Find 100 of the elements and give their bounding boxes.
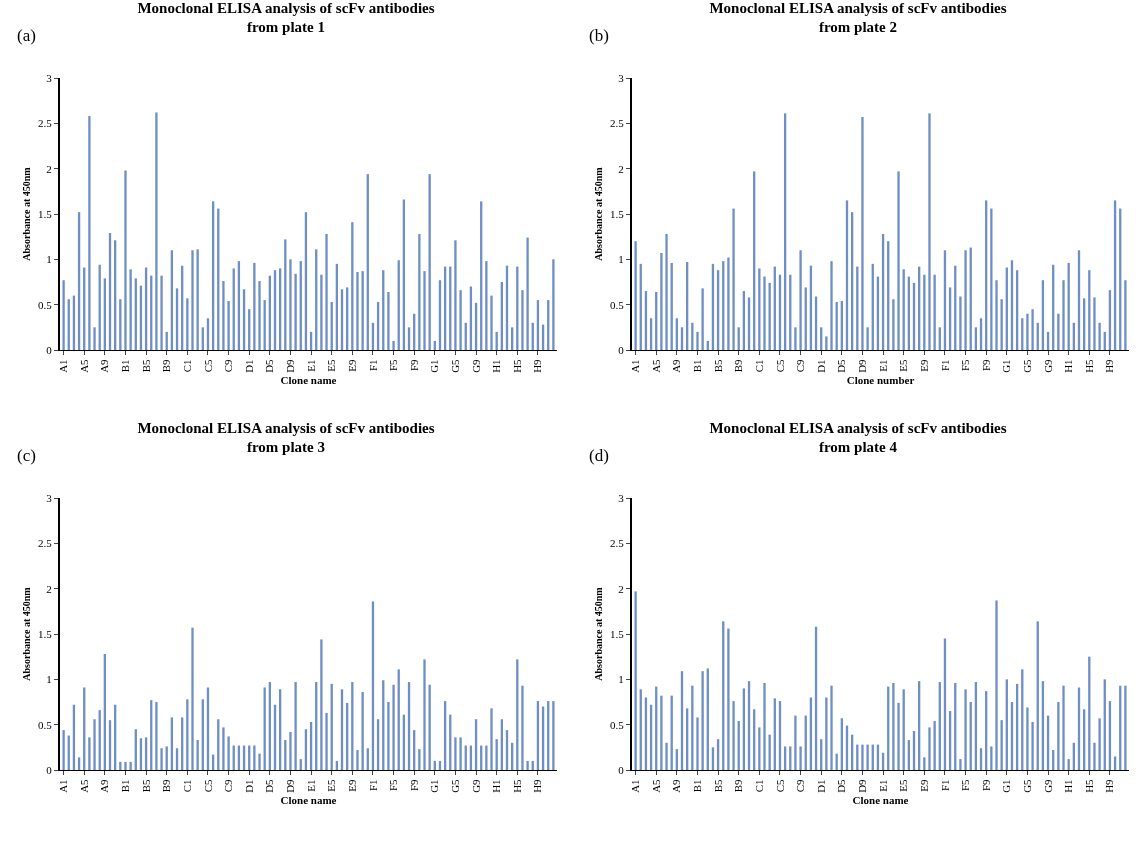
x-tick-label: A9 bbox=[670, 358, 683, 373]
bar bbox=[459, 737, 462, 770]
bar bbox=[696, 717, 699, 770]
bar bbox=[356, 750, 359, 770]
x-tick-label: B9 bbox=[160, 358, 173, 373]
x-tick-label: D9 bbox=[284, 358, 297, 373]
x-tick-label: F5 bbox=[959, 778, 972, 792]
y-tick-label: 1 bbox=[618, 253, 624, 266]
y-axis-title: Absorbance at 450nm bbox=[20, 166, 32, 261]
x-tick-label: C1 bbox=[752, 779, 765, 793]
x-tick-label: B1 bbox=[119, 359, 132, 373]
y-tick-label: 0.5 bbox=[610, 718, 625, 731]
x-tick-label: G5 bbox=[449, 778, 462, 793]
bar bbox=[227, 736, 230, 770]
bar bbox=[552, 701, 555, 770]
x-tick-label: D5 bbox=[835, 778, 848, 793]
x-tick-label: G5 bbox=[1021, 358, 1034, 373]
bar bbox=[361, 692, 364, 770]
x-tick-label: E9 bbox=[345, 778, 358, 792]
bar bbox=[897, 171, 900, 350]
bar bbox=[325, 712, 328, 770]
bar bbox=[866, 744, 869, 770]
x-tick-label: E5 bbox=[897, 358, 910, 372]
x-tick-label: B1 bbox=[691, 359, 704, 373]
bar bbox=[1031, 309, 1034, 350]
x-tick-label: B5 bbox=[139, 778, 152, 793]
x-tick-label: E1 bbox=[304, 779, 317, 792]
bar bbox=[825, 336, 828, 350]
bar bbox=[959, 759, 962, 770]
bar bbox=[454, 737, 457, 770]
bar bbox=[392, 340, 395, 350]
x-tick-label: C1 bbox=[752, 359, 765, 373]
bar bbox=[1057, 313, 1060, 350]
bar bbox=[191, 627, 194, 770]
y-tick-label: 1.5 bbox=[610, 207, 625, 220]
x-tick-label: G5 bbox=[1021, 778, 1034, 793]
bar bbox=[490, 295, 493, 350]
bar bbox=[88, 737, 91, 770]
x-tick-label: F5 bbox=[387, 358, 400, 372]
x-tick-label: E9 bbox=[917, 778, 930, 792]
x-tick-label: H9 bbox=[1103, 358, 1116, 373]
x-tick-label: D9 bbox=[284, 778, 297, 793]
y-axis-title: Absorbance at 450nm bbox=[592, 166, 604, 261]
bar bbox=[222, 281, 225, 350]
bar bbox=[129, 269, 132, 350]
bar bbox=[521, 290, 524, 350]
x-tick-label: A5 bbox=[77, 358, 90, 373]
x-tick-label: C9 bbox=[222, 358, 235, 373]
bar bbox=[794, 327, 797, 350]
bar bbox=[459, 290, 462, 350]
bar bbox=[124, 170, 127, 350]
bar bbox=[1062, 685, 1065, 770]
bar bbox=[62, 730, 65, 770]
bar bbox=[634, 241, 637, 350]
bar bbox=[830, 685, 833, 770]
bar bbox=[526, 760, 529, 770]
bar bbox=[990, 746, 993, 770]
bar bbox=[1062, 280, 1065, 350]
bar bbox=[191, 250, 194, 350]
x-tick-label: B5 bbox=[139, 358, 152, 373]
bar bbox=[861, 116, 864, 350]
x-tick-label: C9 bbox=[222, 778, 235, 793]
x-tick-label: F5 bbox=[959, 358, 972, 372]
y-tick-label: 3 bbox=[618, 491, 625, 504]
y-tick-label: 2.5 bbox=[610, 537, 625, 550]
bar bbox=[526, 237, 529, 350]
bar bbox=[727, 628, 730, 770]
chart-title: Monoclonal ELISA analysis of scFv antibodies from plate 1 bbox=[137, 0, 435, 36]
bar bbox=[418, 749, 421, 770]
x-tick-label: E5 bbox=[325, 358, 338, 372]
bar bbox=[799, 250, 802, 350]
x-tick-label: C1 bbox=[180, 359, 193, 373]
bar bbox=[660, 695, 663, 770]
y-tick-label: 1 bbox=[618, 673, 624, 686]
x-tick-label: H5 bbox=[510, 778, 523, 793]
bar bbox=[1093, 297, 1096, 350]
bar bbox=[423, 659, 426, 770]
bar bbox=[1031, 721, 1034, 770]
bar bbox=[490, 708, 493, 770]
x-tick-label: G9 bbox=[1041, 778, 1054, 793]
text: (b) bbox=[589, 26, 609, 45]
bar bbox=[196, 249, 199, 350]
bar bbox=[794, 715, 797, 770]
bar bbox=[866, 327, 869, 350]
bar bbox=[727, 257, 730, 350]
bar bbox=[423, 271, 426, 350]
bar bbox=[1093, 742, 1096, 770]
y-tick-label: 2 bbox=[46, 582, 52, 595]
bar bbox=[732, 208, 735, 350]
x-tick-label: C5 bbox=[201, 358, 214, 373]
y-tick-label: 2 bbox=[618, 582, 624, 595]
bar bbox=[294, 273, 297, 350]
bar bbox=[964, 689, 967, 770]
text: (d) bbox=[589, 446, 609, 465]
bar bbox=[1026, 707, 1029, 770]
x-tick-label: H9 bbox=[531, 778, 544, 793]
y-tick-label: 2 bbox=[46, 162, 52, 175]
x-tick-label: F9 bbox=[979, 778, 992, 792]
bar bbox=[320, 639, 323, 770]
x-tick-label: A5 bbox=[649, 778, 662, 793]
